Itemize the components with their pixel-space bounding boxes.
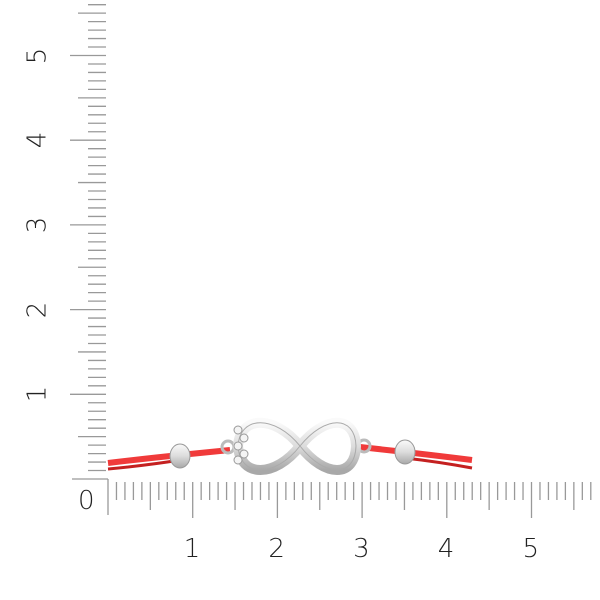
ruler-label-x: 2	[268, 534, 285, 564]
ruler-label-x: 4	[437, 534, 455, 564]
ruler-label-x: 1	[183, 534, 201, 564]
ruler-label-y: 1	[22, 386, 53, 403]
ruler-label-x: 3	[353, 534, 370, 564]
ruler-label-y: 2	[22, 301, 53, 318]
bead-right	[394, 439, 416, 465]
ruler-label-y: 5	[22, 47, 53, 64]
infinity-pendant	[220, 417, 372, 475]
ruler-label-y: 4	[22, 131, 53, 149]
ruler-label-x: 0	[78, 486, 95, 516]
ruler-label-y: 3	[22, 216, 53, 234]
ruler-label-x: 5	[522, 534, 540, 564]
bead-left	[169, 443, 191, 469]
stones	[233, 425, 249, 465]
